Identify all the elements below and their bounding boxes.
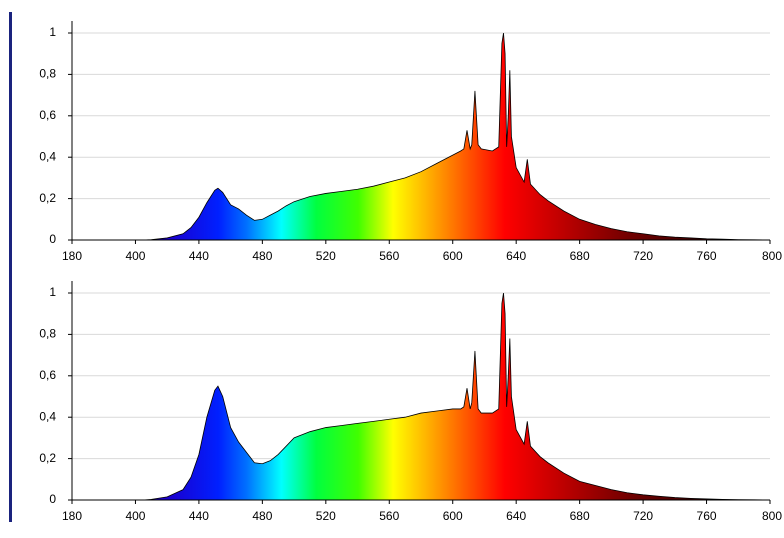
x-tick-label: 560 (379, 249, 399, 263)
x-tick-label: 560 (379, 509, 399, 523)
y-tick-label: 0,2 (39, 191, 56, 205)
y-tick-label: 0,6 (39, 368, 56, 382)
x-tick-label: 800 (762, 509, 782, 523)
x-tick-label: 400 (125, 249, 145, 263)
x-tick-label: 760 (697, 509, 717, 523)
x-tick-label: 520 (316, 509, 336, 523)
x-tick-label: 440 (189, 509, 209, 523)
y-tick-label: 0,4 (39, 409, 56, 423)
x-tick-label: 720 (633, 509, 653, 523)
x-tick-label: 600 (443, 249, 463, 263)
area-fill (143, 293, 771, 500)
x-tick-label: 180 (62, 509, 82, 523)
x-tick-label: 600 (443, 509, 463, 523)
area-line (143, 32, 771, 241)
y-tick-label: 0,4 (39, 149, 56, 163)
side-bar (9, 12, 12, 522)
x-tick-label: 180 (62, 249, 82, 263)
x-tick-label: 640 (506, 509, 526, 523)
y-tick-label: 0,8 (39, 327, 56, 341)
y-tick-label: 0,6 (39, 108, 56, 122)
x-tick-label: 680 (570, 249, 590, 263)
area-fill (143, 33, 771, 240)
x-tick-label: 480 (252, 509, 272, 523)
y-tick-label: 0,2 (39, 451, 56, 465)
x-tick-label: 720 (633, 249, 653, 263)
y-tick-label: 0 (49, 492, 56, 506)
x-tick-label: 440 (189, 249, 209, 263)
y-tick-label: 0,8 (39, 67, 56, 81)
area-line (143, 292, 771, 501)
y-tick-label: 1 (49, 285, 56, 299)
x-tick-label: 400 (125, 509, 145, 523)
x-tick-label: 520 (316, 249, 336, 263)
x-tick-label: 640 (506, 249, 526, 263)
x-tick-label: 800 (762, 249, 782, 263)
x-tick-label: 680 (570, 509, 590, 523)
y-tick-label: 0 (49, 232, 56, 246)
y-tick-label: 1 (49, 25, 56, 39)
x-tick-label: 760 (697, 249, 717, 263)
x-tick-label: 480 (252, 249, 272, 263)
